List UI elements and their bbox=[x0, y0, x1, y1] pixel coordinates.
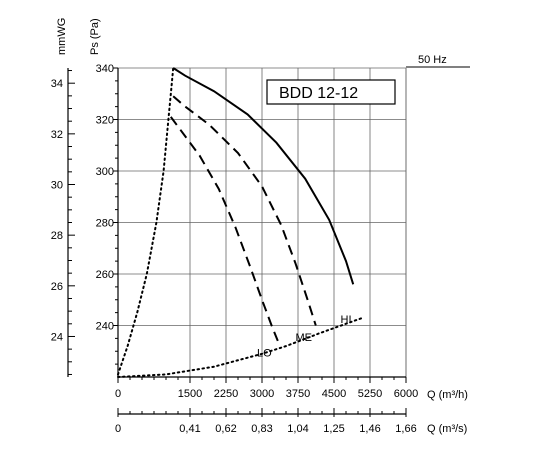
x-axis-label-m3s: Q (m³/s) bbox=[427, 423, 467, 435]
series-line-me bbox=[172, 95, 317, 326]
x2-tick-label: 1,25 bbox=[323, 423, 344, 435]
series-label-lo: LO bbox=[257, 347, 272, 359]
ticks-layer bbox=[68, 67, 407, 417]
x2-tick-label: 0 bbox=[115, 423, 121, 435]
x-tick-label: 3000 bbox=[250, 388, 274, 400]
y-tick-label: 320 bbox=[96, 115, 114, 127]
x-tick-label: 0 bbox=[115, 388, 121, 400]
x-tick-label: 5250 bbox=[358, 388, 382, 400]
grid-layer bbox=[118, 67, 407, 377]
series-line-hi bbox=[172, 67, 355, 285]
x-tick-label: 6000 bbox=[394, 388, 418, 400]
mmwg-axis-label: mmWG bbox=[56, 18, 68, 55]
series-line-lo bbox=[169, 116, 279, 342]
x-tick-label: 4500 bbox=[322, 388, 346, 400]
x2-tick-label: 0,62 bbox=[215, 423, 236, 435]
mmwg-tick-label: 34 bbox=[51, 78, 63, 90]
x2-tick-label: 0,83 bbox=[251, 423, 272, 435]
x-tick-label: 2250 bbox=[214, 388, 238, 400]
system-curve-3 bbox=[117, 67, 175, 376]
x2-tick-label: 1,04 bbox=[287, 423, 308, 435]
pa-axis-label: Ps (Pa) bbox=[89, 18, 101, 55]
labels-layer: 0 1500 2250 3000 3750 4500 5250 6000 0 0,41 0,62 0,… bbox=[51, 63, 418, 435]
x2-tick-label: 1,66 bbox=[395, 423, 416, 435]
y-tick-label: 300 bbox=[96, 166, 114, 178]
mmwg-tick-label: 24 bbox=[51, 331, 63, 343]
y-tick-label: 340 bbox=[96, 63, 114, 75]
model-box bbox=[266, 79, 396, 105]
model-title: BDD 12-12 bbox=[279, 85, 358, 102]
x-tick-label: 1500 bbox=[178, 388, 202, 400]
system-curve-4 bbox=[117, 316, 364, 378]
mmwg-tick-label: 26 bbox=[51, 281, 63, 293]
mmwg-tick-label: 28 bbox=[51, 230, 63, 242]
series-layer bbox=[117, 67, 364, 378]
frequency-label: 50 Hz bbox=[418, 54, 447, 66]
series-label-hi: HI bbox=[341, 314, 352, 326]
y-tick-label: 280 bbox=[96, 218, 114, 230]
x-axis-label-m3h: Q (m³/h) bbox=[427, 389, 468, 401]
mmwg-tick-label: 32 bbox=[51, 129, 63, 141]
y-tick-label: 240 bbox=[96, 321, 114, 333]
mmwg-tick-label: 30 bbox=[51, 180, 63, 192]
y-tick-label: 260 bbox=[96, 269, 114, 281]
x-tick-label: 3750 bbox=[286, 388, 310, 400]
x2-tick-label: 1,46 bbox=[359, 423, 380, 435]
x2-tick-label: 0,41 bbox=[179, 423, 200, 435]
